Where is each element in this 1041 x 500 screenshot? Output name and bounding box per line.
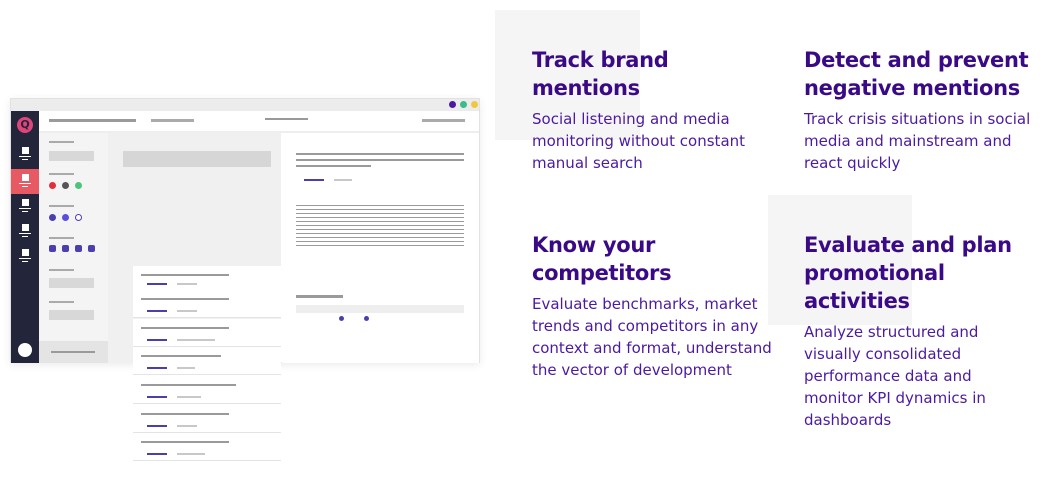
- list-item[interactable]: [133, 433, 281, 461]
- status-dot: [339, 316, 344, 321]
- decor-square: [495, 10, 640, 140]
- filter-tag[interactable]: [75, 245, 82, 252]
- filter-tag[interactable]: [88, 245, 95, 252]
- filter-tag[interactable]: [62, 245, 69, 252]
- title-bar: [11, 99, 479, 111]
- filter-dot-outline[interactable]: [75, 214, 82, 221]
- decor-square: [768, 195, 912, 325]
- feature-description: Evaluate benchmarks, market trends and c…: [532, 295, 772, 379]
- list-item[interactable]: [133, 290, 281, 318]
- feature-promotional: Evaluate and plan promotional activities…: [804, 231, 1034, 431]
- feature-title: Detect and prevent negative mentions: [804, 48, 1029, 100]
- user-icon[interactable]: [18, 343, 32, 357]
- filter-dot-gray[interactable]: [62, 182, 69, 189]
- feature-detect-negative: Detect and prevent negative mentions Tra…: [804, 46, 1041, 174]
- filter-panel: [39, 133, 108, 363]
- feature-description: Track crisis situations in social media …: [804, 110, 1031, 172]
- nav-item-active[interactable]: [11, 169, 39, 194]
- nav-item[interactable]: [19, 147, 31, 160]
- list-item[interactable]: [133, 319, 281, 347]
- feature-title: Evaluate and plan promotional activities: [804, 233, 1012, 313]
- app-mockup: Q: [10, 98, 480, 461]
- nav-item[interactable]: [19, 199, 31, 212]
- window-dot-purple: [449, 101, 456, 108]
- feature-competitors: Know your competitors Evaluate benchmark…: [532, 231, 772, 381]
- filter-dot-red[interactable]: [49, 182, 56, 189]
- filter-tag[interactable]: [49, 245, 56, 252]
- feature-description: Analyze structured and visually consolid…: [804, 323, 986, 429]
- detail-pane: [282, 133, 479, 363]
- filter-dot-purple[interactable]: [49, 214, 56, 221]
- feature-track-brand: Track brand mentions Social listening an…: [532, 46, 772, 174]
- sidebar: Q: [11, 111, 39, 363]
- feature-description: Social listening and media monitoring wi…: [532, 110, 746, 172]
- list-item[interactable]: [133, 347, 281, 375]
- nav-item[interactable]: [19, 249, 31, 262]
- list-item[interactable]: [133, 405, 281, 433]
- status-dot: [364, 316, 369, 321]
- feature-title: Track brand mentions: [532, 48, 669, 100]
- logo: Q: [17, 117, 33, 133]
- window-dot-green: [460, 101, 467, 108]
- filter-dot-green[interactable]: [75, 182, 82, 189]
- feature-title: Know your competitors: [532, 233, 672, 285]
- window-dot-yellow: [471, 101, 478, 108]
- nav-item[interactable]: [19, 224, 31, 237]
- filter-dot-violet[interactable]: [62, 214, 69, 221]
- top-header: [39, 111, 479, 133]
- list-item[interactable]: [133, 376, 281, 404]
